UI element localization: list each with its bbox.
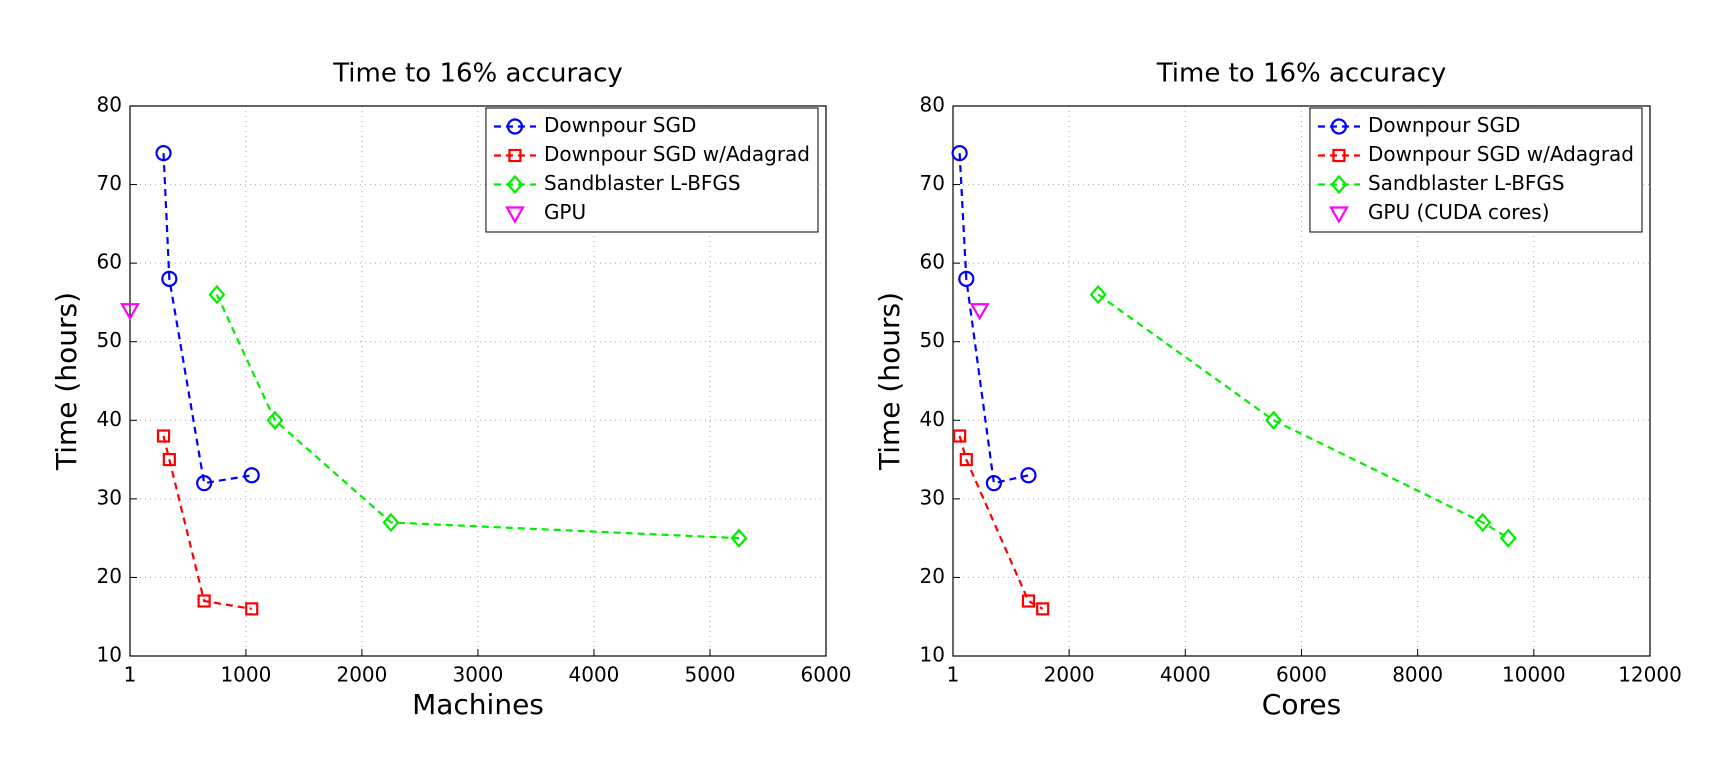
subplot: 1 1000 2000 3000 4000 5000 6000 10 20 30 40 50 60 70 8… xyxy=(50,59,851,722)
legend-box xyxy=(1309,107,1643,233)
x-tick-label: 1 xyxy=(124,663,137,687)
x-tick-label: 12000 xyxy=(1618,663,1682,687)
x-tick-label: 1000 xyxy=(220,663,271,687)
x-tick-label: 5000 xyxy=(685,663,736,687)
x-tick-label: 1 xyxy=(947,663,960,687)
marker xyxy=(120,303,140,321)
x-tick-label: 6000 xyxy=(1276,663,1327,687)
chart-title: Time to 16% accuracy xyxy=(332,59,623,89)
y-tick-label: 40 xyxy=(920,407,945,431)
marker xyxy=(1329,206,1349,224)
marker xyxy=(730,528,748,548)
marker xyxy=(245,602,259,616)
x-tick-label: 2000 xyxy=(1044,663,1095,687)
marker xyxy=(969,303,990,321)
legend-label: Sandblaster L-BFGS xyxy=(544,171,741,195)
legend-label: Downpour SGD w/Adagrad xyxy=(1368,142,1634,166)
y-tick-label: 50 xyxy=(920,328,945,352)
marker xyxy=(508,148,522,163)
legend-label: Downpour SGD xyxy=(544,113,696,137)
marker xyxy=(951,145,968,162)
legend-label: Downpour SGD xyxy=(1368,113,1520,137)
y-tick-label: 70 xyxy=(920,171,945,195)
marker xyxy=(1089,284,1107,305)
x-tick-label: 3000 xyxy=(452,663,503,687)
marker xyxy=(1499,528,1517,548)
marker xyxy=(985,475,1002,492)
y-tick-label: 30 xyxy=(97,485,122,509)
marker xyxy=(155,145,172,162)
marker xyxy=(953,429,967,443)
marker xyxy=(1020,467,1037,484)
subplot: 1 2000 4000 6000 8000 10000 120001020304050607… xyxy=(873,59,1682,722)
marker xyxy=(1330,174,1348,195)
legend-label: GPU (CUDA cores) xyxy=(1368,200,1550,224)
marker xyxy=(1330,118,1348,135)
y-tick-label: 40 xyxy=(97,407,122,431)
y-tick-label: 80 xyxy=(920,93,945,117)
marker xyxy=(506,118,524,135)
marker xyxy=(505,206,525,224)
x-tick-label: 2000 xyxy=(336,663,387,687)
legend-label: GPU xyxy=(544,200,586,224)
y-tick-label: 30 xyxy=(920,485,945,509)
axes-frame xyxy=(129,105,827,657)
legend-box xyxy=(485,107,819,233)
y-tick-label: 10 xyxy=(97,643,122,667)
series-line xyxy=(162,435,252,610)
x-tick-label: 6000 xyxy=(801,663,852,687)
marker xyxy=(1332,148,1346,163)
y-tick-label: 70 xyxy=(97,171,122,195)
y-tick-label: 60 xyxy=(97,250,122,274)
y-tick-label: 80 xyxy=(97,93,122,117)
marker xyxy=(156,429,171,443)
marker xyxy=(959,452,973,467)
marker xyxy=(196,475,213,492)
x-tick-label: 8000 xyxy=(1392,663,1443,687)
legend-label: Sandblaster L-BFGS xyxy=(1368,171,1565,195)
y-tick-label: 10 xyxy=(920,643,945,667)
marker xyxy=(266,410,284,430)
x-tick-label: 10000 xyxy=(1502,663,1566,687)
legend: Downpour SGD Downpour SGD w/Adagrad Sandbl… xyxy=(1309,107,1643,233)
y-tick-label: 50 xyxy=(97,328,122,352)
marker xyxy=(382,512,400,533)
series-line xyxy=(958,435,1044,610)
marker xyxy=(243,467,260,484)
marker xyxy=(197,594,211,608)
marker xyxy=(1036,602,1050,616)
y-axis-label: Time (hours) xyxy=(50,292,83,471)
marker xyxy=(208,284,226,305)
y-tick-label: 60 xyxy=(920,250,945,274)
x-axis-label: Cores xyxy=(1262,688,1341,721)
series-line xyxy=(958,153,1029,485)
y-tick-label: 20 xyxy=(920,564,945,588)
axes-frame xyxy=(952,105,1651,657)
x-axis-label: Machines xyxy=(412,688,544,721)
legend-label: Downpour SGD w/Adagrad xyxy=(544,142,810,166)
marker xyxy=(162,452,176,467)
marker xyxy=(161,270,178,287)
marker xyxy=(506,174,524,195)
marker xyxy=(958,270,975,287)
y-axis-label: Time (hours) xyxy=(873,292,906,471)
x-tick-label: 4000 xyxy=(1160,663,1211,687)
chart-title: Time to 16% accuracy xyxy=(1156,59,1447,89)
marker xyxy=(1265,410,1283,430)
series-line xyxy=(162,153,252,485)
x-tick-label: 4000 xyxy=(569,663,620,687)
y-tick-label: 20 xyxy=(97,564,122,588)
legend: Downpour SGD Downpour SGD w/Adagrad Sandbl… xyxy=(485,107,819,233)
marker xyxy=(1021,594,1036,608)
marker xyxy=(1474,512,1492,533)
